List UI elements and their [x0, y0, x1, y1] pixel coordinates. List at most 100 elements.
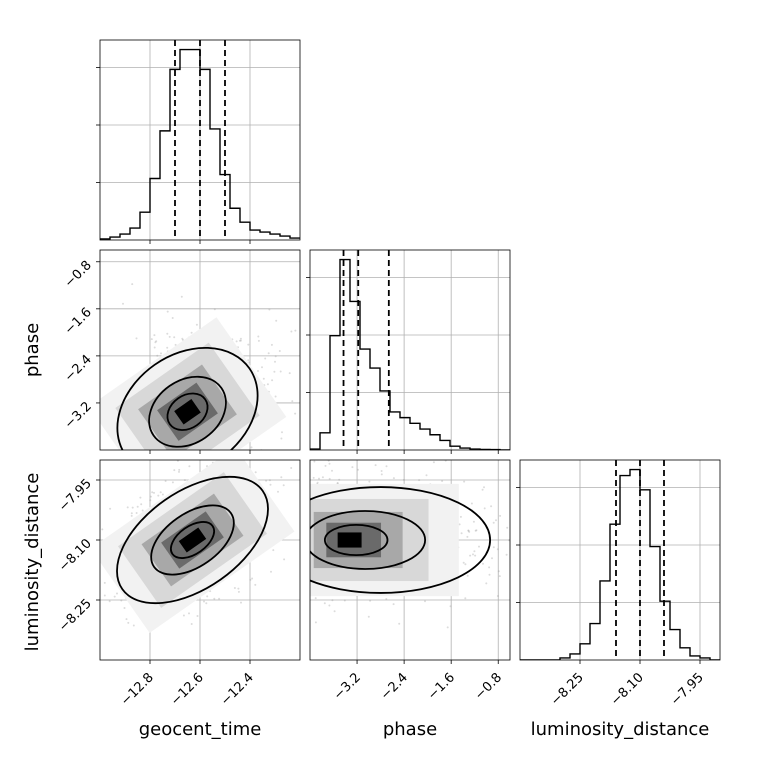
density-level-4	[337, 532, 362, 548]
sample-point	[159, 491, 162, 494]
sample-point	[505, 553, 508, 556]
sample-point	[467, 529, 470, 532]
sample-point	[153, 491, 155, 494]
sample-point	[472, 553, 474, 556]
sample-point	[247, 343, 250, 346]
sample-point	[469, 554, 472, 557]
sample-point	[495, 519, 497, 522]
sample-point	[449, 605, 452, 608]
sample-point	[369, 599, 372, 602]
sample-point	[483, 486, 485, 489]
sample-point	[183, 479, 186, 482]
sample-point	[196, 615, 199, 617]
ylabel-phase: phase	[22, 323, 43, 377]
sample-point	[272, 549, 275, 552]
sample-point	[463, 480, 466, 483]
sample-point	[380, 473, 383, 476]
sample-point	[368, 480, 371, 483]
sample-point	[178, 470, 180, 473]
density-panel-2-1	[310, 460, 510, 629]
sample-point	[149, 495, 152, 498]
sample-point	[472, 520, 475, 523]
sample-point	[312, 476, 315, 479]
sample-point	[248, 361, 251, 364]
sample-point	[316, 481, 319, 484]
sample-point	[141, 509, 144, 512]
sample-point	[251, 577, 254, 580]
sample-point	[261, 366, 263, 369]
sample-point	[153, 346, 156, 349]
panel-2-1: −3.2 −2.4 −1.6 −0.8	[309, 459, 511, 703]
sample-point	[270, 343, 273, 346]
sample-point	[178, 468, 181, 471]
histogram-geocent_time	[100, 48, 300, 240]
sample-point	[101, 528, 104, 531]
sample-point	[328, 462, 331, 465]
sample-point	[257, 339, 260, 342]
sample-point	[288, 372, 291, 375]
sample-point	[265, 479, 268, 482]
contour-0	[170, 521, 215, 559]
sample-point	[328, 477, 331, 480]
sample-point	[237, 590, 240, 593]
panel-frame	[519, 459, 721, 661]
sample-point	[269, 483, 272, 486]
sample-point	[176, 460, 179, 462]
sample-point	[424, 600, 426, 603]
sample-point	[274, 395, 277, 398]
contour-0	[166, 392, 209, 431]
sample-point	[279, 370, 282, 373]
sample-point	[122, 302, 124, 305]
sample-point	[171, 481, 174, 484]
sample-point	[273, 370, 276, 373]
sample-point	[275, 319, 278, 322]
sample-point	[458, 523, 461, 526]
sample-point	[278, 350, 281, 352]
density-level-4	[174, 399, 201, 425]
sample-point	[496, 595, 499, 597]
sample-point	[135, 337, 138, 340]
sample-point	[154, 341, 157, 344]
sample-point	[233, 587, 236, 589]
sample-point	[126, 506, 129, 509]
sample-point	[218, 597, 221, 600]
sample-point	[481, 488, 484, 491]
sample-point	[328, 604, 331, 607]
sample-point	[274, 360, 276, 363]
sample-point	[290, 330, 293, 333]
sample-point	[291, 400, 294, 403]
sample-point	[314, 621, 317, 624]
sample-point	[474, 529, 477, 532]
sample-point	[482, 562, 484, 565]
sample-point	[357, 468, 359, 471]
density-panel-1-0	[100, 283, 297, 450]
sample-point	[488, 573, 491, 576]
sample-point	[173, 469, 176, 472]
xlabel-luminosity-distance: luminosity_distance	[531, 719, 710, 740]
sample-point	[130, 514, 133, 517]
sample-point	[206, 595, 209, 598]
sample-point	[506, 526, 509, 529]
contour-1	[148, 375, 227, 448]
sample-point	[267, 352, 270, 355]
sample-point	[294, 329, 297, 332]
panel-1-0: −3.2−2.4−1.6−0.8	[62, 249, 301, 454]
sample-point	[324, 464, 327, 467]
sample-point	[321, 476, 324, 479]
sample-point	[488, 566, 491, 569]
sample-point	[351, 466, 354, 469]
sample-point	[266, 383, 269, 386]
sample-point	[153, 334, 156, 337]
sample-point	[432, 461, 435, 464]
contour-2	[310, 486, 491, 594]
sample-point	[213, 597, 216, 600]
sample-point	[205, 602, 208, 605]
sample-point	[271, 379, 274, 382]
sample-point	[166, 346, 169, 349]
sample-point	[464, 563, 467, 566]
sample-point	[239, 337, 242, 340]
sample-point	[262, 377, 265, 380]
sample-point	[125, 618, 128, 621]
sample-point	[181, 337, 184, 340]
sample-point	[466, 535, 469, 538]
